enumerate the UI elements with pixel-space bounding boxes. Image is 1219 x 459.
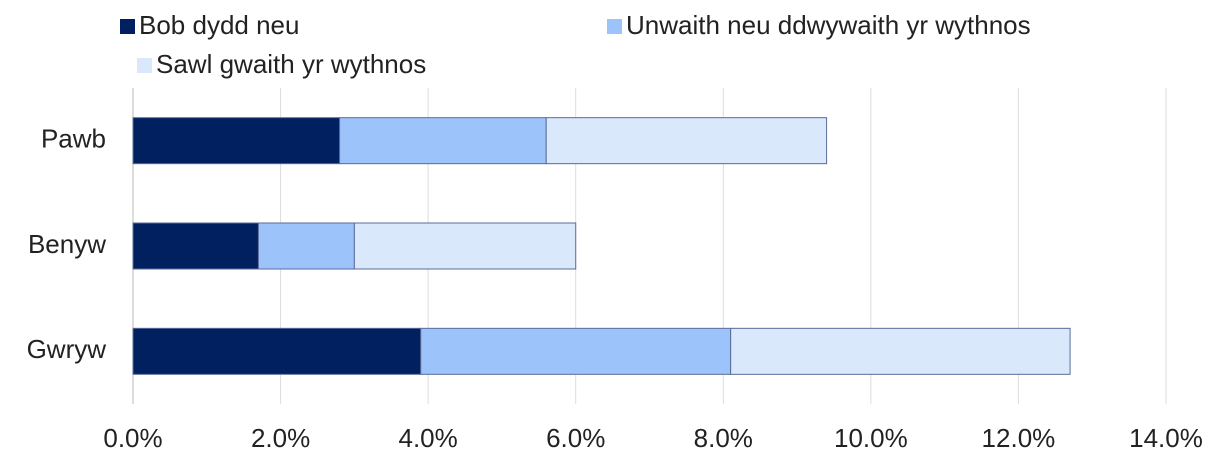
x-tick-label: 6.0% (546, 423, 605, 453)
bar-segment (132, 222, 259, 270)
x-tick-label: 14.0% (1129, 423, 1203, 453)
x-tick-label: 12.0% (982, 423, 1056, 453)
y-tick-label: Pawb (41, 124, 106, 154)
bar-segment (545, 117, 828, 165)
legend-marker (607, 19, 622, 34)
legend-label: Bob dydd neu (139, 10, 299, 40)
legend-marker (137, 58, 152, 73)
x-tick-label: 10.0% (834, 423, 908, 453)
bar-segment (420, 327, 732, 375)
x-tick-label: 2.0% (251, 423, 310, 453)
y-tick-label: Gwryw (27, 334, 107, 364)
bar-segment (730, 327, 1071, 375)
y-tick-label: Benyw (28, 229, 106, 259)
legend-label: Sawl gwaith yr wythnos (156, 49, 426, 79)
legend-marker (120, 19, 135, 34)
x-tick-label: 0.0% (103, 423, 162, 453)
bar-segment (257, 222, 355, 270)
x-tick-label: 4.0% (399, 423, 458, 453)
bar-segment (339, 117, 547, 165)
legend-label: Unwaith neu ddwywaith yr wythnos (626, 10, 1031, 40)
x-tick-label: 8.0% (694, 423, 753, 453)
bar-segment (132, 117, 341, 165)
bar-segment (353, 222, 577, 270)
bar-segment (132, 327, 422, 375)
